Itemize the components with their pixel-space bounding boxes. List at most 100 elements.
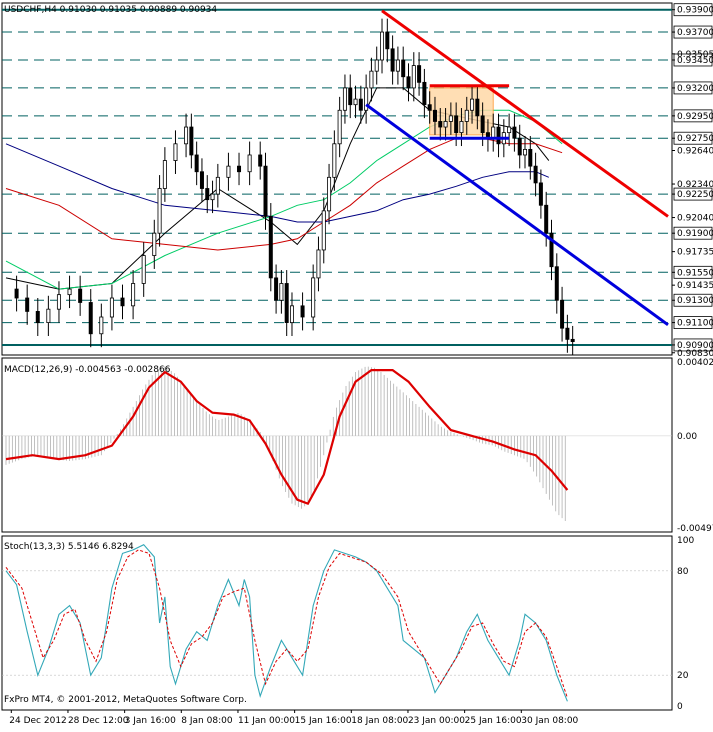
candle-body — [215, 176, 220, 195]
price-tick-label: 0.91435 — [677, 281, 713, 291]
macd-frame — [1, 357, 673, 533]
candle-body — [78, 288, 83, 303]
candle-body — [565, 327, 570, 340]
candle-body — [205, 188, 210, 201]
macd-panel[interactable]: 0.004027 0.00 -0.00497 — [1, 357, 713, 534]
price-tick-label: 0.92340 — [677, 180, 713, 190]
candle-body — [438, 121, 443, 128]
candle-body — [289, 305, 294, 323]
candle-body — [395, 59, 400, 72]
candle-body — [210, 193, 215, 201]
candle-body — [162, 160, 167, 189]
candle-body — [475, 98, 480, 117]
moving-average-line — [5, 137, 563, 251]
price-tick-label: 0.92750 — [677, 134, 713, 144]
candle-body — [189, 126, 194, 156]
candle-body — [459, 121, 464, 134]
candle-body — [358, 98, 363, 111]
candle-body — [528, 148, 533, 167]
candle-body — [120, 297, 125, 307]
candle-body — [332, 143, 337, 178]
price-frame — [1, 2, 673, 356]
candle-body — [523, 148, 528, 156]
candle-body — [258, 154, 263, 167]
candle-body — [337, 109, 342, 145]
price-tick-label: 0.90900 — [677, 341, 713, 351]
stoch-tick-label: 20 — [677, 671, 689, 681]
stoch-main-line — [5, 544, 568, 702]
candle-body — [380, 31, 385, 61]
price-tick-label: 0.91100 — [677, 319, 713, 329]
x-tick-label: 24 Dec 2012 — [9, 716, 67, 726]
x-tick-label: 25 Jan 16:00 — [465, 716, 522, 726]
price-tick-label: 0.93900 — [677, 6, 713, 16]
x-tick-label: 11 Jan 00:00 — [238, 716, 295, 726]
candle-body — [99, 316, 104, 335]
candle-body — [496, 126, 501, 145]
candle-body — [237, 165, 242, 173]
candle-body — [364, 87, 369, 111]
price-tick-label: 0.90830 — [677, 349, 713, 359]
candle-body — [131, 283, 136, 307]
candle-body — [480, 115, 485, 134]
candle-body — [390, 48, 395, 72]
macd-tick-label: 0.00 — [677, 432, 697, 442]
candle-body — [152, 232, 157, 256]
candle-body — [570, 338, 575, 342]
candle-body — [194, 154, 199, 173]
candle-body — [517, 137, 522, 156]
candle-body — [327, 176, 332, 212]
candle-body — [14, 288, 19, 299]
candle-body — [199, 171, 204, 189]
candle-body — [533, 165, 538, 184]
macd-tick-label: 0.004027 — [677, 358, 713, 368]
candle-body — [157, 188, 162, 234]
candle-body — [321, 210, 326, 251]
candle-body — [369, 70, 374, 89]
candle-body — [247, 154, 252, 173]
candle-body — [443, 121, 448, 128]
candle-body — [263, 165, 268, 217]
x-tick-label: 23 Jan 00:00 — [408, 716, 465, 726]
candle-body — [353, 98, 358, 106]
stoch-tick-label: 0 — [677, 702, 683, 712]
price-tick-label: 0.92250 — [677, 190, 713, 200]
candle-body — [226, 165, 231, 178]
stoch-tick-label: 100 — [677, 536, 694, 546]
candle-body — [56, 294, 61, 310]
candle-body — [401, 59, 406, 78]
macd-tick-label: -0.00497 — [677, 524, 713, 534]
candle-body — [109, 297, 114, 318]
price-tick-label: 0.92640 — [677, 147, 713, 157]
price-tick-label: 0.93200 — [677, 84, 713, 94]
candle-body — [560, 299, 565, 329]
candle-body — [549, 232, 554, 268]
candle-body — [411, 65, 416, 89]
candle-body — [422, 81, 427, 106]
stoch-frame — [1, 535, 673, 711]
candle-body — [454, 115, 459, 134]
candle-body — [141, 255, 146, 284]
candle-body — [173, 143, 178, 161]
candle-body — [507, 126, 512, 134]
x-tick-label: 18 Jan 08:00 — [351, 716, 408, 726]
moving-average-line — [5, 143, 549, 223]
x-tick-label: 30 Jan 08:00 — [521, 716, 578, 726]
candle-body — [284, 283, 289, 323]
stoch-panel[interactable]: 100 80 20 0 — [1, 535, 694, 712]
candle-body — [554, 266, 559, 301]
price-tick-label: 0.92040 — [677, 214, 713, 224]
candle-body — [279, 283, 284, 301]
price-tick-label: 0.93700 — [677, 28, 713, 38]
candle-body — [300, 305, 305, 318]
candle-body — [35, 311, 40, 323]
stoch-title: Stoch(13,3,3) 5.5146 6.8294 — [4, 542, 134, 552]
candle-body — [311, 277, 316, 318]
candle-body — [67, 288, 72, 296]
candle-body — [25, 297, 30, 312]
candle-body — [268, 216, 273, 279]
